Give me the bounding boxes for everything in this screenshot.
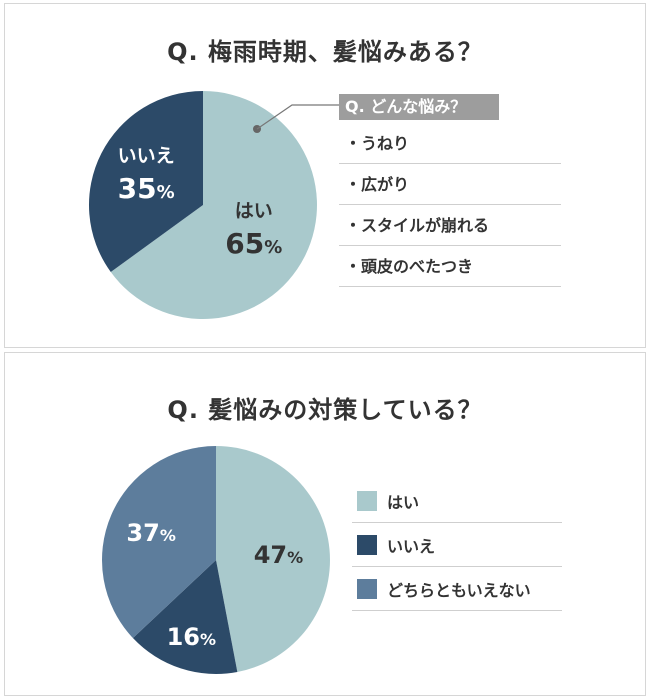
legend-item-no: いいえ: [352, 523, 562, 567]
pie-1-slice-value: 65%: [225, 227, 282, 260]
legend-swatch: [357, 534, 377, 555]
legend-swatch: [357, 578, 377, 599]
pie-2-slice-value: 16%: [167, 623, 216, 651]
legend-item-yes: はい: [352, 479, 562, 523]
legend-item-neither: どちらともいえない: [352, 567, 562, 611]
callout-item: ・スタイルが崩れる: [339, 205, 561, 246]
callout-leader-line: [256, 104, 339, 130]
callout-item: ・広がり: [339, 164, 561, 205]
legend-label: どちらともいえない: [387, 580, 531, 600]
callout-item: ・頭皮のべたつき: [339, 246, 561, 287]
chart-2-title: Q. 髪悩みの対策している？: [167, 396, 483, 424]
chart-2-legend: はい いいえ どちらともいえない: [352, 479, 562, 611]
pie-1-slice: [110, 91, 317, 320]
pie-1-slice: [88, 91, 203, 273]
legend-label: いいえ: [387, 536, 436, 556]
callout-list: ・うねり ・広がり ・スタイルが崩れる ・頭皮のべたつき: [339, 124, 561, 287]
pie-1-slice-value: 35%: [118, 172, 175, 205]
pie-1-slice-label: はい: [235, 200, 273, 222]
callout-title: Q. どんな悩み？: [339, 94, 499, 120]
chart-1-title: Q. 梅雨時期、髪悩みある？: [167, 38, 483, 66]
pie-2-slice: [102, 446, 216, 639]
pie-2-slice: [216, 446, 330, 672]
pie-2-slice-value: 37%: [126, 519, 175, 547]
legend-label: はい: [387, 492, 420, 512]
pie-1-slice-label: いいえ: [118, 145, 175, 167]
pie-2-slice-value: 47%: [254, 541, 303, 569]
callout-item: ・うねり: [339, 124, 561, 164]
legend-swatch: [357, 490, 377, 511]
pie-2-slice: [132, 560, 238, 674]
